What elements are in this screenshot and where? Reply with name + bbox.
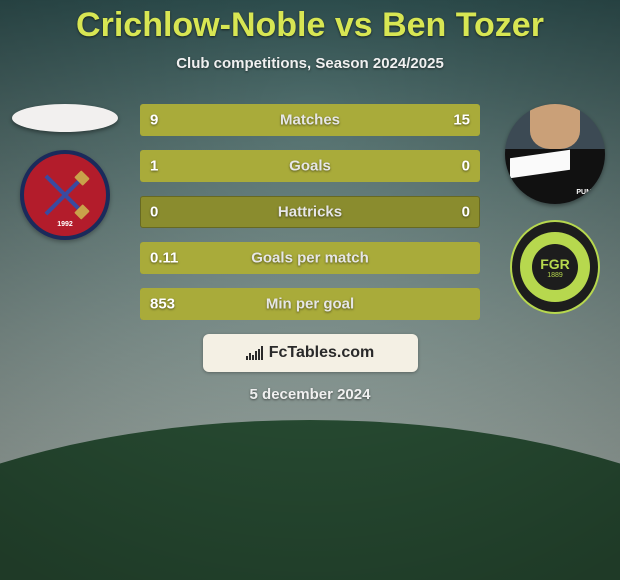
bars-icon bbox=[246, 346, 263, 360]
right-badge-text: FGR bbox=[540, 256, 570, 272]
hammers-icon: 1992 bbox=[24, 154, 106, 236]
stat-bar: 9 15 Matches bbox=[140, 104, 480, 136]
stat-bars: 9 15 Matches 1 0 Goals 0 0 Hattricks 0.11 Goals pe… bbox=[140, 104, 480, 320]
watermark: FcTables.com bbox=[203, 334, 418, 372]
bar-label: Min per goal bbox=[266, 296, 354, 313]
right-player-column: PUMA FGR 1889 bbox=[500, 104, 610, 312]
bar-label: Hattricks bbox=[278, 204, 342, 221]
bar-label: Matches bbox=[280, 112, 340, 129]
watermark-text: FcTables.com bbox=[269, 344, 375, 362]
bar-value-left: 853 bbox=[150, 296, 175, 313]
bar-value-right: 15 bbox=[453, 112, 470, 129]
bar-value-right: 0 bbox=[462, 158, 470, 175]
bar-value-left: 0 bbox=[150, 204, 158, 221]
bar-label: Goals bbox=[289, 158, 331, 175]
right-badge-year: 1889 bbox=[547, 272, 563, 279]
stat-bar: 853 Min per goal bbox=[140, 288, 480, 320]
bar-value-right: 0 bbox=[462, 204, 470, 221]
bar-value-left: 9 bbox=[150, 112, 158, 129]
right-player-avatar: PUMA bbox=[505, 104, 605, 204]
left-club-badge: 1992 bbox=[20, 150, 110, 240]
right-club-badge: FGR 1889 bbox=[510, 222, 600, 312]
stat-bar: 1 0 Goals bbox=[140, 150, 480, 182]
stat-bar: 0.11 Goals per match bbox=[140, 242, 480, 274]
left-player-avatar bbox=[12, 104, 118, 132]
bar-fill-left bbox=[140, 104, 266, 136]
stat-bar: 0 0 Hattricks bbox=[140, 196, 480, 228]
date: 5 december 2024 bbox=[250, 386, 371, 403]
left-badge-year: 1992 bbox=[57, 221, 73, 228]
comparison-title: Crichlow-Noble vs Ben Tozer bbox=[76, 6, 544, 45]
jersey-icon: PUMA bbox=[505, 104, 605, 204]
bar-value-left: 1 bbox=[150, 158, 158, 175]
main-row: 1992 9 15 Matches 1 0 Goals 0 0 Hattricks 0.11 Goa… bbox=[0, 104, 620, 320]
left-player-column: 1992 bbox=[10, 104, 120, 240]
subtitle: Club competitions, Season 2024/2025 bbox=[176, 55, 444, 72]
bar-label: Goals per match bbox=[251, 250, 369, 267]
bar-value-left: 0.11 bbox=[150, 250, 178, 267]
